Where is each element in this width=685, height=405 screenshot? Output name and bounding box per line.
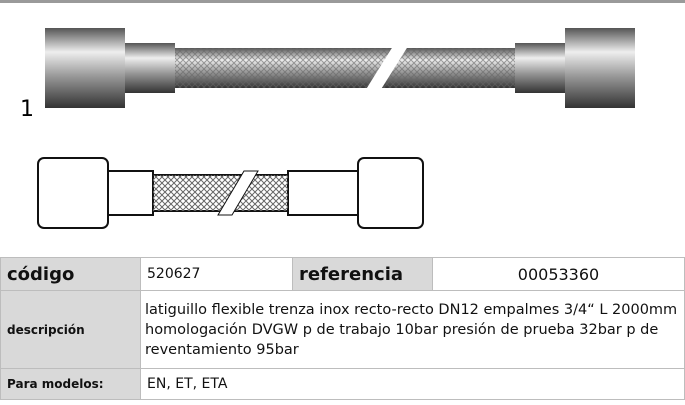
value: 520627 (140, 257, 293, 291)
value: 00053360 (432, 257, 685, 291)
row: código 520627 referencia 00053360 (0, 257, 685, 291)
product-figure (37, 28, 635, 229)
row: descripción latiguillo flexible trenza i… (0, 290, 685, 369)
value: EN, ET, ETA (140, 368, 685, 400)
label: referencia (292, 257, 433, 291)
label: Para modelos: (0, 368, 141, 400)
figure-number: 1 (20, 97, 34, 122)
value: latiguillo flexible trenza inox recto-re… (140, 290, 685, 369)
label: descripción (0, 290, 141, 369)
label: código (0, 257, 141, 291)
row: Para modelos: EN, ET, ETA (0, 368, 685, 400)
spec-table: código 520627 referencia 00053360 descri… (0, 257, 685, 400)
